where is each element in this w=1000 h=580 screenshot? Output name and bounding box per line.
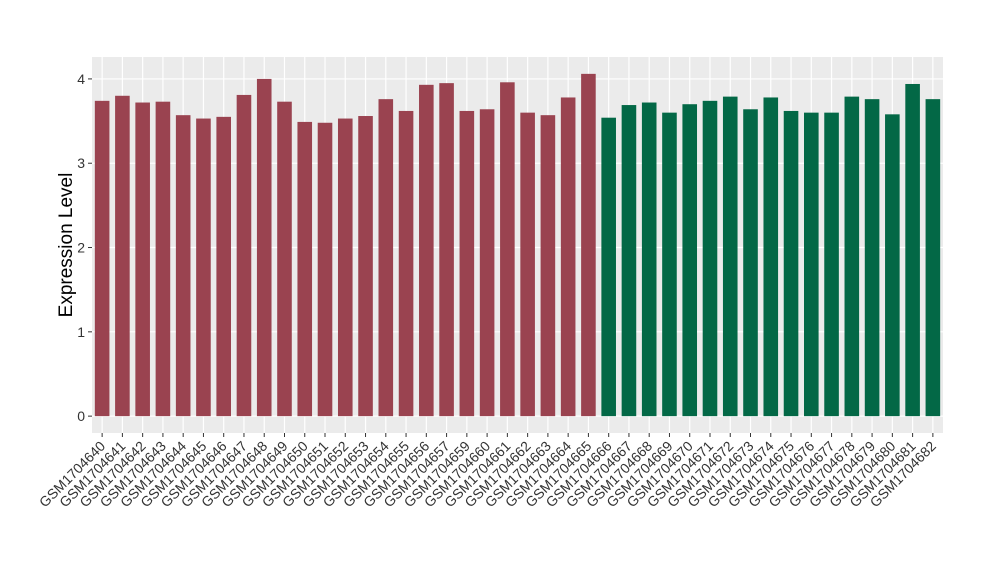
bar [682,104,698,417]
bar [905,83,920,417]
bar [419,84,434,417]
y-tick-label: 0 [77,408,85,424]
y-tick-label: 3 [77,155,85,171]
bar [439,83,454,417]
bar [135,102,150,417]
bar [743,109,758,417]
bar [94,100,110,417]
bar [621,105,637,417]
bar [662,112,677,417]
bar [641,102,657,417]
bar [864,99,880,417]
bar [175,115,191,417]
bar [317,122,333,417]
y-tick-label: 1 [77,324,85,340]
bar [256,78,272,417]
bar [601,117,616,417]
bar [398,110,414,417]
bar [824,112,839,417]
bar [196,118,211,417]
bar [885,114,900,417]
y-axis-label: Expression Level [56,173,77,318]
bar [702,100,718,417]
bar [783,110,799,417]
bar [358,116,373,417]
bar [236,94,252,417]
bar [378,99,394,417]
bar [337,118,353,417]
bar [581,73,596,417]
bar [155,101,171,417]
bar [520,112,535,417]
bar [925,99,941,417]
y-tick-label: 4 [77,71,85,87]
bar [763,97,779,417]
bar [722,96,738,417]
panel [92,57,943,433]
y-tick-label: 2 [77,240,85,256]
bar [560,97,576,417]
bar [500,82,515,417]
bar [804,112,819,417]
bar [479,109,495,417]
bar [216,116,231,417]
bar [844,96,860,417]
bar [115,95,130,417]
bar [297,121,313,417]
bar [540,115,556,417]
bar [277,101,292,417]
bar [459,110,475,417]
